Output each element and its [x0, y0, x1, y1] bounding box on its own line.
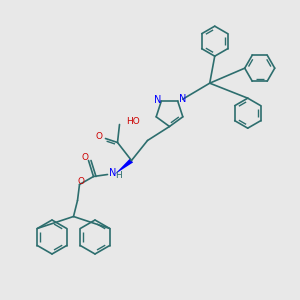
Text: O: O — [77, 177, 84, 186]
Text: HO: HO — [127, 117, 140, 126]
Text: N: N — [154, 95, 161, 105]
Text: O: O — [96, 132, 103, 141]
Text: N: N — [109, 169, 116, 178]
Polygon shape — [115, 159, 133, 175]
Text: O: O — [82, 153, 89, 162]
Text: N: N — [179, 94, 186, 104]
Text: H: H — [115, 171, 122, 180]
